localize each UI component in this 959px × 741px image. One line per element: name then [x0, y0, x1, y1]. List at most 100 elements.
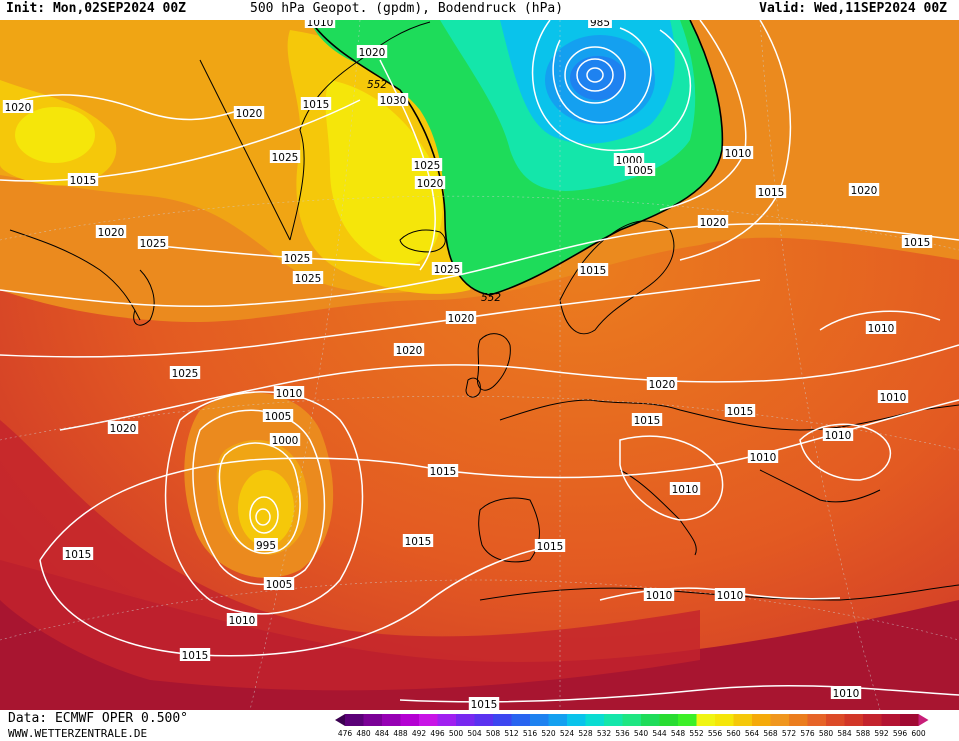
legend-swatch: [511, 714, 530, 726]
isobar-label-text: 1005: [266, 579, 293, 591]
isobar-label-bg: [414, 176, 446, 189]
legend-tick-label: 576: [800, 729, 815, 738]
isobar-label: 1025: [292, 271, 324, 285]
isobar-label-bg: [281, 251, 313, 264]
geopotential-label: 552: [481, 292, 501, 304]
legend-tick-label: 592: [874, 729, 889, 738]
greenland-west-coast: [199, 59, 291, 241]
init-time: Init: Mon,02SEP2024 00Z: [6, 1, 187, 16]
isobar-label: 1025: [269, 150, 301, 164]
isobar-label-bg: [95, 225, 127, 238]
isobar-label-text: 1025: [140, 238, 167, 250]
isobar-985-nlow: [586, 67, 604, 83]
legend-tick-label: 556: [708, 729, 723, 738]
legend-swatch: [826, 714, 845, 726]
legend-swatch: [530, 714, 549, 726]
isobar-label-bg: [848, 183, 880, 196]
isobar-label-text: 1025: [295, 273, 322, 285]
isobar-label-bg: [137, 236, 169, 249]
isobar-label: 1025: [137, 236, 169, 250]
isobar-label-text: 1015: [405, 536, 432, 548]
isobar-label-text: 1020: [396, 345, 423, 357]
isobar-label-text: 1015: [758, 187, 785, 199]
legend-tick-label: 524: [560, 729, 575, 738]
isobar-label: 1020: [697, 215, 729, 229]
isobar-label-text: 1025: [414, 160, 441, 172]
isobar-label: 1005: [624, 163, 656, 177]
legend-swatch: [641, 714, 660, 726]
legend-swatch: [345, 714, 364, 726]
isobar-label-text: 1010: [725, 148, 752, 160]
isobar-label: 1010: [877, 390, 909, 404]
isobar-label: 1020: [2, 100, 34, 114]
isobar-label-bg: [624, 163, 656, 176]
legend-swatch: [678, 714, 697, 726]
isobar-label-text: 1000: [272, 435, 299, 447]
isobar-label-bg: [722, 146, 754, 159]
legend-swatch: [844, 714, 863, 726]
isobar-1010-ne: [819, 310, 941, 331]
isobar-label: 1015: [534, 539, 566, 553]
legend-tick-label: 488: [393, 729, 408, 738]
legend-tick-label: 568: [763, 729, 778, 738]
isobar-label-bg: [747, 450, 779, 463]
legend-tick-label: 600: [911, 729, 926, 738]
isobar-label-text: 1010: [672, 484, 699, 496]
legend-tick-label: 548: [671, 729, 686, 738]
legend-swatch: [474, 714, 493, 726]
isobar-label-bg: [468, 697, 500, 710]
isobar-label: 1010: [722, 146, 754, 160]
legend-tick-label: 500: [449, 729, 464, 738]
legend-swatch: [715, 714, 734, 726]
legend-tick-label: 564: [745, 729, 760, 738]
iceland: [399, 229, 446, 253]
isobar-label-text: 1020: [5, 102, 32, 114]
isobar-label-text: 1010: [276, 388, 303, 400]
weather-map: 1010 1020 1020 1015 1030 1020 1025 1015 1025 1020…: [0, 20, 959, 710]
british-isles: [476, 333, 511, 391]
isobar-label-bg: [262, 409, 294, 422]
isobar-label-text: 1015: [303, 99, 330, 111]
black-sea-coast: [759, 469, 881, 503]
isobar-label-bg: [427, 464, 459, 477]
isobar-label: 1010: [304, 20, 336, 29]
isobar-label: 1020: [107, 421, 139, 435]
isobar-label: 1010: [747, 450, 779, 464]
isobar-label-bg: [269, 433, 301, 446]
isobar-label: 1015: [402, 534, 434, 548]
isobar-label: 1000: [269, 433, 301, 447]
isobar-label-bg: [2, 100, 34, 113]
scandinavia: [559, 220, 675, 335]
legend-tick-label: 580: [819, 729, 834, 738]
isobar-label: 995: [254, 538, 278, 552]
isobar-label-text: 1015: [537, 541, 564, 553]
color-legend: 476 480 484 488 492 496 500 504 508 512 516 520 524 5…: [335, 714, 929, 738]
isobar-label: 1025: [169, 366, 201, 380]
isobar-label-bg: [233, 106, 265, 119]
isobar-label-bg: [254, 538, 278, 551]
isobar-1010-italy: [619, 435, 724, 521]
isobar-label: 1020: [356, 45, 388, 59]
isobar-label-bg: [179, 648, 211, 661]
isobar-label: 1020: [646, 377, 678, 391]
isobar-1000-nlow: [552, 27, 652, 124]
map-title: 500 hPa Geopot. (gpdm), Bodendruck (hPa): [250, 1, 564, 16]
legend-swatch: [437, 714, 456, 726]
isobar-label-text: 1015: [471, 699, 498, 710]
isobar-label-bg: [300, 97, 332, 110]
data-source: Data: ECMWF OPER 0.500°: [8, 711, 189, 726]
legend-swatch: [363, 714, 382, 726]
isobar-label-text: 1020: [417, 178, 444, 190]
legend-tick-label: 476: [338, 729, 353, 738]
labrador-coast: [133, 269, 155, 326]
isobar-label-bg: [534, 539, 566, 552]
legend-tick-label: 484: [375, 729, 390, 738]
isobar-label-text: 1010: [307, 20, 334, 29]
legend-tick-label: 492: [412, 729, 427, 738]
isobar-label: 1015: [179, 648, 211, 662]
isobar-label-text: 1015: [580, 265, 607, 277]
isobar-label-text: 1005: [627, 165, 654, 177]
isobar-label: 1015: [300, 97, 332, 111]
isobar-1020-nw: [19, 94, 241, 121]
legend-tick-label: 588: [856, 729, 871, 738]
